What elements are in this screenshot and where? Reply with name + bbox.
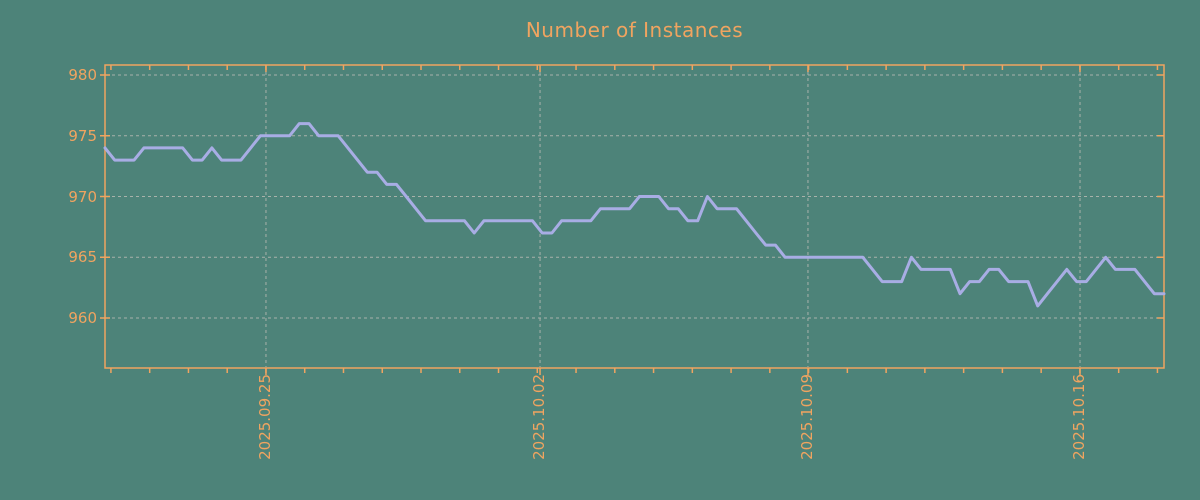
x-axis-label: 2025.10.02	[530, 374, 549, 460]
y-axis-label: 975	[68, 126, 97, 145]
chart-title: Number of Instances	[525, 18, 744, 42]
x-axis-label: 2025.10.09	[797, 374, 816, 460]
y-axis-label: 960	[68, 309, 97, 327]
y-axis-label: 970	[68, 187, 97, 206]
x-axis-label: 2025.09.25	[255, 374, 274, 460]
y-axis-label: 965	[68, 248, 97, 267]
instances-line	[103, 122, 1166, 308]
plot-border	[104, 64, 1165, 369]
x-axis-label: 2025.10.16	[1070, 374, 1089, 460]
y-axis-label: 980	[68, 66, 97, 84]
